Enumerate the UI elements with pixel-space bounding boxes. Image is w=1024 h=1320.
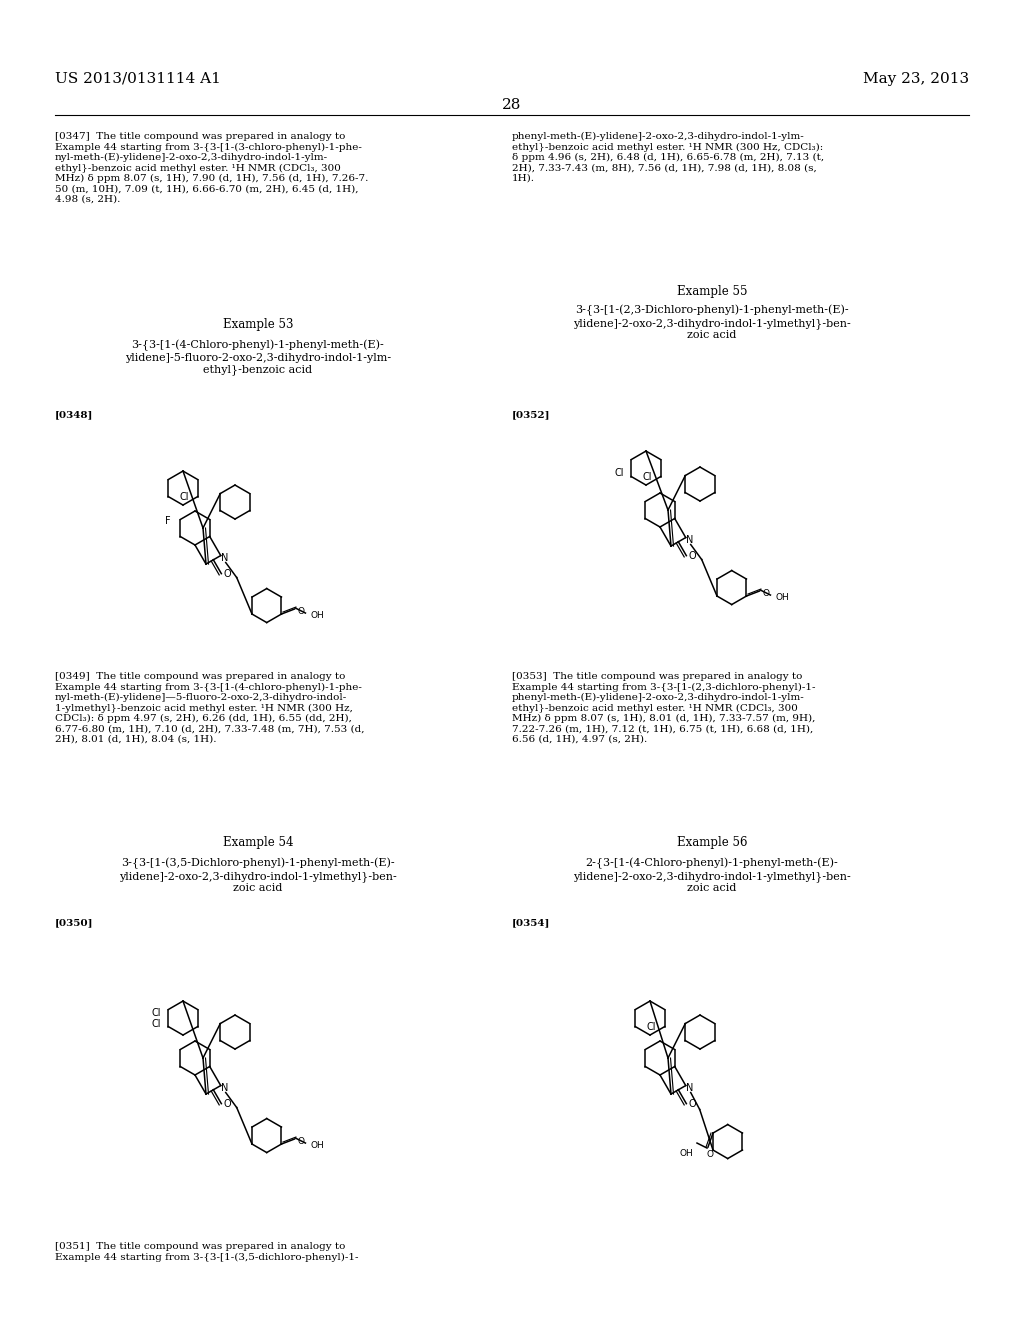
Text: N: N [686, 1082, 693, 1093]
Text: 3-{3-[1-(4-Chloro-phenyl)-1-phenyl-meth-(E)-
ylidene]-5-fluoro-2-oxo-2,3-dihydro: 3-{3-[1-(4-Chloro-phenyl)-1-phenyl-meth-… [125, 341, 391, 375]
Text: O: O [298, 1137, 305, 1146]
Text: [0349]  The title compound was prepared in analogy to
Example 44 starting from 3: [0349] The title compound was prepared i… [55, 672, 365, 744]
Text: [0351]  The title compound was prepared in analogy to
Example 44 starting from 3: [0351] The title compound was prepared i… [55, 1242, 358, 1262]
Text: 3-{3-[1-(2,3-Dichloro-phenyl)-1-phenyl-meth-(E)-
ylidene]-2-oxo-2,3-dihydro-indo: 3-{3-[1-(2,3-Dichloro-phenyl)-1-phenyl-m… [573, 305, 851, 341]
Text: F: F [165, 516, 170, 525]
Text: O: O [707, 1150, 714, 1159]
Text: Example 54: Example 54 [223, 836, 293, 849]
Text: N: N [686, 535, 693, 545]
Text: O: O [688, 550, 696, 561]
Text: Example 56: Example 56 [677, 836, 748, 849]
Text: N: N [221, 553, 228, 562]
Text: Cl: Cl [646, 1022, 655, 1032]
Text: [0348]: [0348] [55, 411, 93, 418]
Text: O: O [298, 607, 305, 615]
Text: phenyl-meth-(E)-ylidene]-2-oxo-2,3-dihydro-indol-1-ylm-
ethyl}-benzoic acid meth: phenyl-meth-(E)-ylidene]-2-oxo-2,3-dihyd… [512, 132, 824, 183]
Text: US 2013/0131114 A1: US 2013/0131114 A1 [55, 73, 221, 86]
Text: Example 55: Example 55 [677, 285, 748, 298]
Text: OH: OH [310, 611, 325, 619]
Text: May 23, 2013: May 23, 2013 [863, 73, 969, 86]
Text: Cl: Cl [152, 1019, 161, 1028]
Text: N: N [221, 1082, 228, 1093]
Text: [0352]: [0352] [512, 411, 551, 418]
Text: Cl: Cl [614, 467, 624, 478]
Text: [0353]  The title compound was prepared in analogy to
Example 44 starting from 3: [0353] The title compound was prepared i… [512, 672, 815, 744]
Text: O: O [763, 589, 770, 598]
Text: 28: 28 [503, 98, 521, 112]
Text: OH: OH [775, 593, 790, 602]
Text: [0350]: [0350] [55, 917, 93, 927]
Text: Cl: Cl [152, 1007, 161, 1018]
Text: 3-{3-[1-(3,5-Dichloro-phenyl)-1-phenyl-meth-(E)-
ylidene]-2-oxo-2,3-dihydro-indo: 3-{3-[1-(3,5-Dichloro-phenyl)-1-phenyl-m… [119, 858, 397, 894]
Text: O: O [223, 1098, 231, 1109]
Text: Cl: Cl [179, 492, 188, 502]
Text: Cl: Cl [642, 473, 651, 482]
Text: 2-{3-[1-(4-Chloro-phenyl)-1-phenyl-meth-(E)-
ylidene]-2-oxo-2,3-dihydro-indol-1-: 2-{3-[1-(4-Chloro-phenyl)-1-phenyl-meth-… [573, 858, 851, 894]
Text: Example 53: Example 53 [223, 318, 293, 331]
Text: OH: OH [310, 1140, 325, 1150]
Text: OH: OH [679, 1148, 693, 1158]
Text: [0354]: [0354] [512, 917, 550, 927]
Text: [0347]  The title compound was prepared in analogy to
Example 44 starting from 3: [0347] The title compound was prepared i… [55, 132, 369, 205]
Text: O: O [688, 1098, 696, 1109]
Text: O: O [223, 569, 231, 578]
